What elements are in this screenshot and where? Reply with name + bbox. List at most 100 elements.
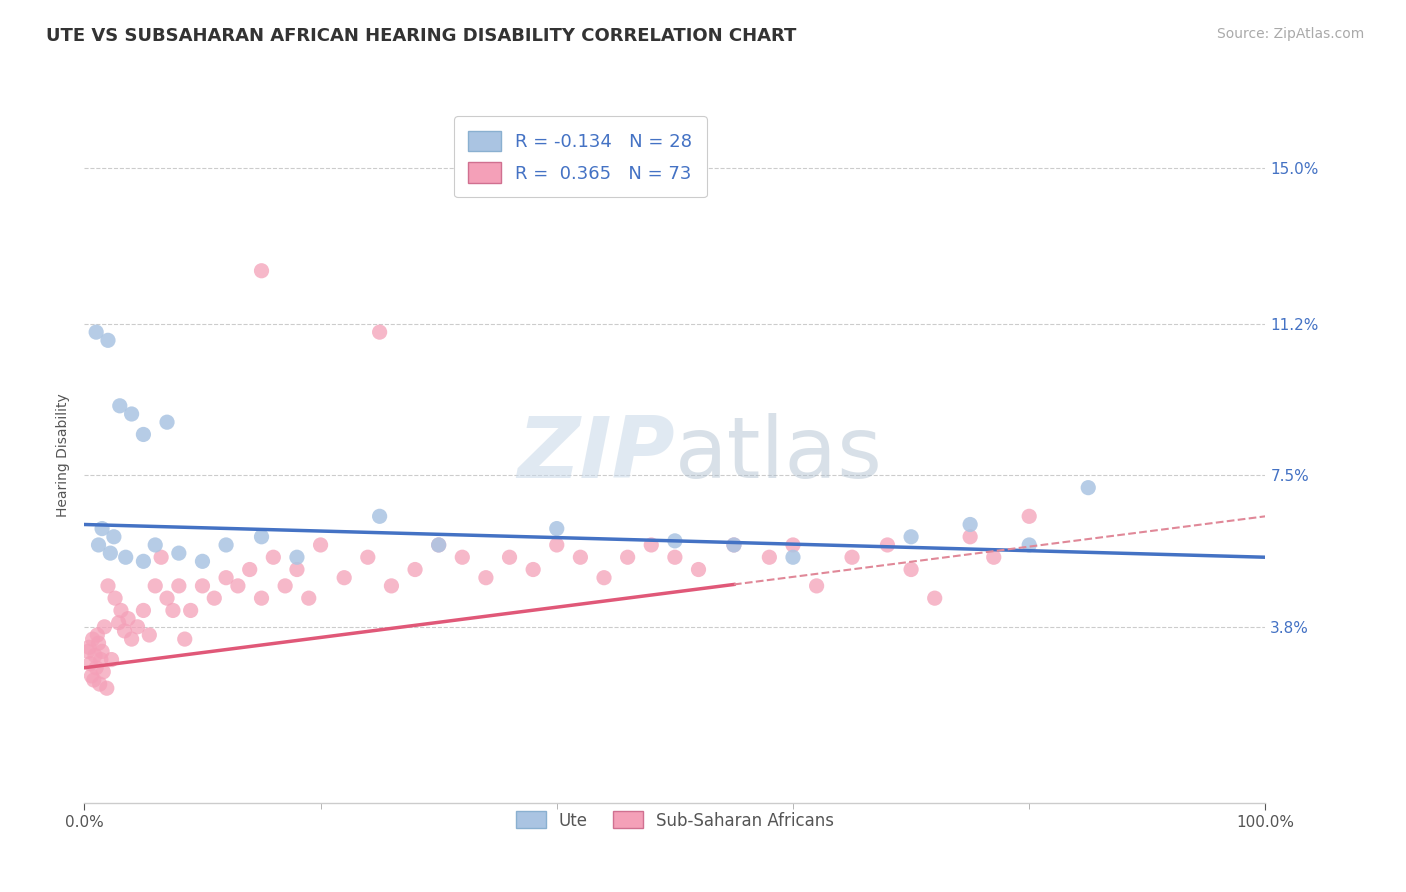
Point (143, 579, 166, 593)
Point (664, 533, 686, 548)
Point (239, 562, 262, 576)
Point (427, 538, 450, 552)
Point (924, 591, 946, 606)
Point (121, 407, 143, 421)
Point (150, 550, 173, 565)
Point (132, 554, 155, 568)
Point (1077, 481, 1099, 495)
Point (167, 579, 190, 593)
Point (357, 550, 380, 565)
Point (98, 546, 121, 560)
Point (900, 530, 922, 544)
Point (380, 579, 402, 593)
Point (84, 648, 107, 663)
Point (664, 550, 686, 565)
Legend: Ute, Sub-Saharan Africans: Ute, Sub-Saharan Africans (509, 805, 841, 836)
Point (91, 644, 114, 658)
Point (569, 550, 592, 565)
Point (191, 579, 214, 593)
Point (427, 538, 450, 552)
Point (451, 550, 474, 565)
Point (723, 538, 745, 552)
Text: UTE VS SUBSAHARAN AFRICAN HEARING DISABILITY CORRELATION CHART: UTE VS SUBSAHARAN AFRICAN HEARING DISABI… (46, 27, 797, 45)
Point (498, 550, 520, 565)
Point (191, 554, 214, 568)
Point (104, 591, 127, 606)
Point (215, 538, 238, 552)
Point (640, 538, 662, 552)
Point (84, 325, 107, 339)
Point (132, 603, 155, 617)
Point (782, 550, 804, 565)
Text: ZIP: ZIP (517, 413, 675, 497)
Point (983, 550, 1005, 565)
Point (96, 681, 118, 696)
Point (262, 550, 284, 565)
Point (593, 571, 616, 585)
Point (97, 579, 120, 593)
Point (127, 620, 149, 634)
Point (333, 571, 356, 585)
Point (91, 522, 114, 536)
Point (522, 562, 544, 576)
Point (250, 264, 273, 278)
Y-axis label: Hearing Disability: Hearing Disability (56, 393, 70, 516)
Point (103, 530, 125, 544)
Point (226, 579, 249, 593)
Point (1018, 509, 1040, 524)
Point (100, 652, 122, 666)
Point (114, 550, 136, 565)
Point (93, 620, 115, 634)
Point (298, 591, 321, 606)
Point (86, 628, 108, 642)
Point (309, 538, 332, 552)
Point (89, 677, 111, 691)
Point (876, 538, 898, 552)
Point (167, 546, 190, 560)
Point (959, 530, 981, 544)
Point (117, 612, 139, 626)
Point (162, 603, 184, 617)
Point (91, 665, 114, 679)
Point (173, 632, 195, 646)
Point (546, 538, 568, 552)
Point (84, 661, 107, 675)
Point (1018, 538, 1040, 552)
Text: atlas: atlas (675, 413, 883, 497)
Point (138, 628, 160, 642)
Point (688, 562, 710, 576)
Point (82, 632, 104, 646)
Point (87, 538, 110, 552)
Point (121, 632, 143, 646)
Point (758, 550, 780, 565)
Point (285, 562, 308, 576)
Point (285, 550, 308, 565)
Point (959, 517, 981, 532)
Point (132, 427, 155, 442)
Point (616, 550, 638, 565)
Text: Source: ZipAtlas.com: Source: ZipAtlas.com (1216, 27, 1364, 41)
Point (250, 591, 273, 606)
Point (156, 591, 179, 606)
Point (723, 538, 745, 552)
Point (77, 644, 100, 658)
Point (114, 624, 136, 638)
Point (404, 562, 426, 576)
Point (83, 673, 105, 687)
Point (202, 591, 225, 606)
Point (77, 640, 100, 655)
Point (90, 652, 112, 666)
Point (110, 603, 132, 617)
Point (546, 522, 568, 536)
Point (79, 657, 101, 671)
Point (87, 636, 110, 650)
Point (107, 615, 129, 630)
Point (782, 538, 804, 552)
Point (368, 325, 391, 339)
Point (806, 579, 828, 593)
Point (215, 571, 238, 585)
Point (97, 334, 120, 348)
Point (250, 530, 273, 544)
Point (475, 571, 498, 585)
Point (156, 415, 179, 429)
